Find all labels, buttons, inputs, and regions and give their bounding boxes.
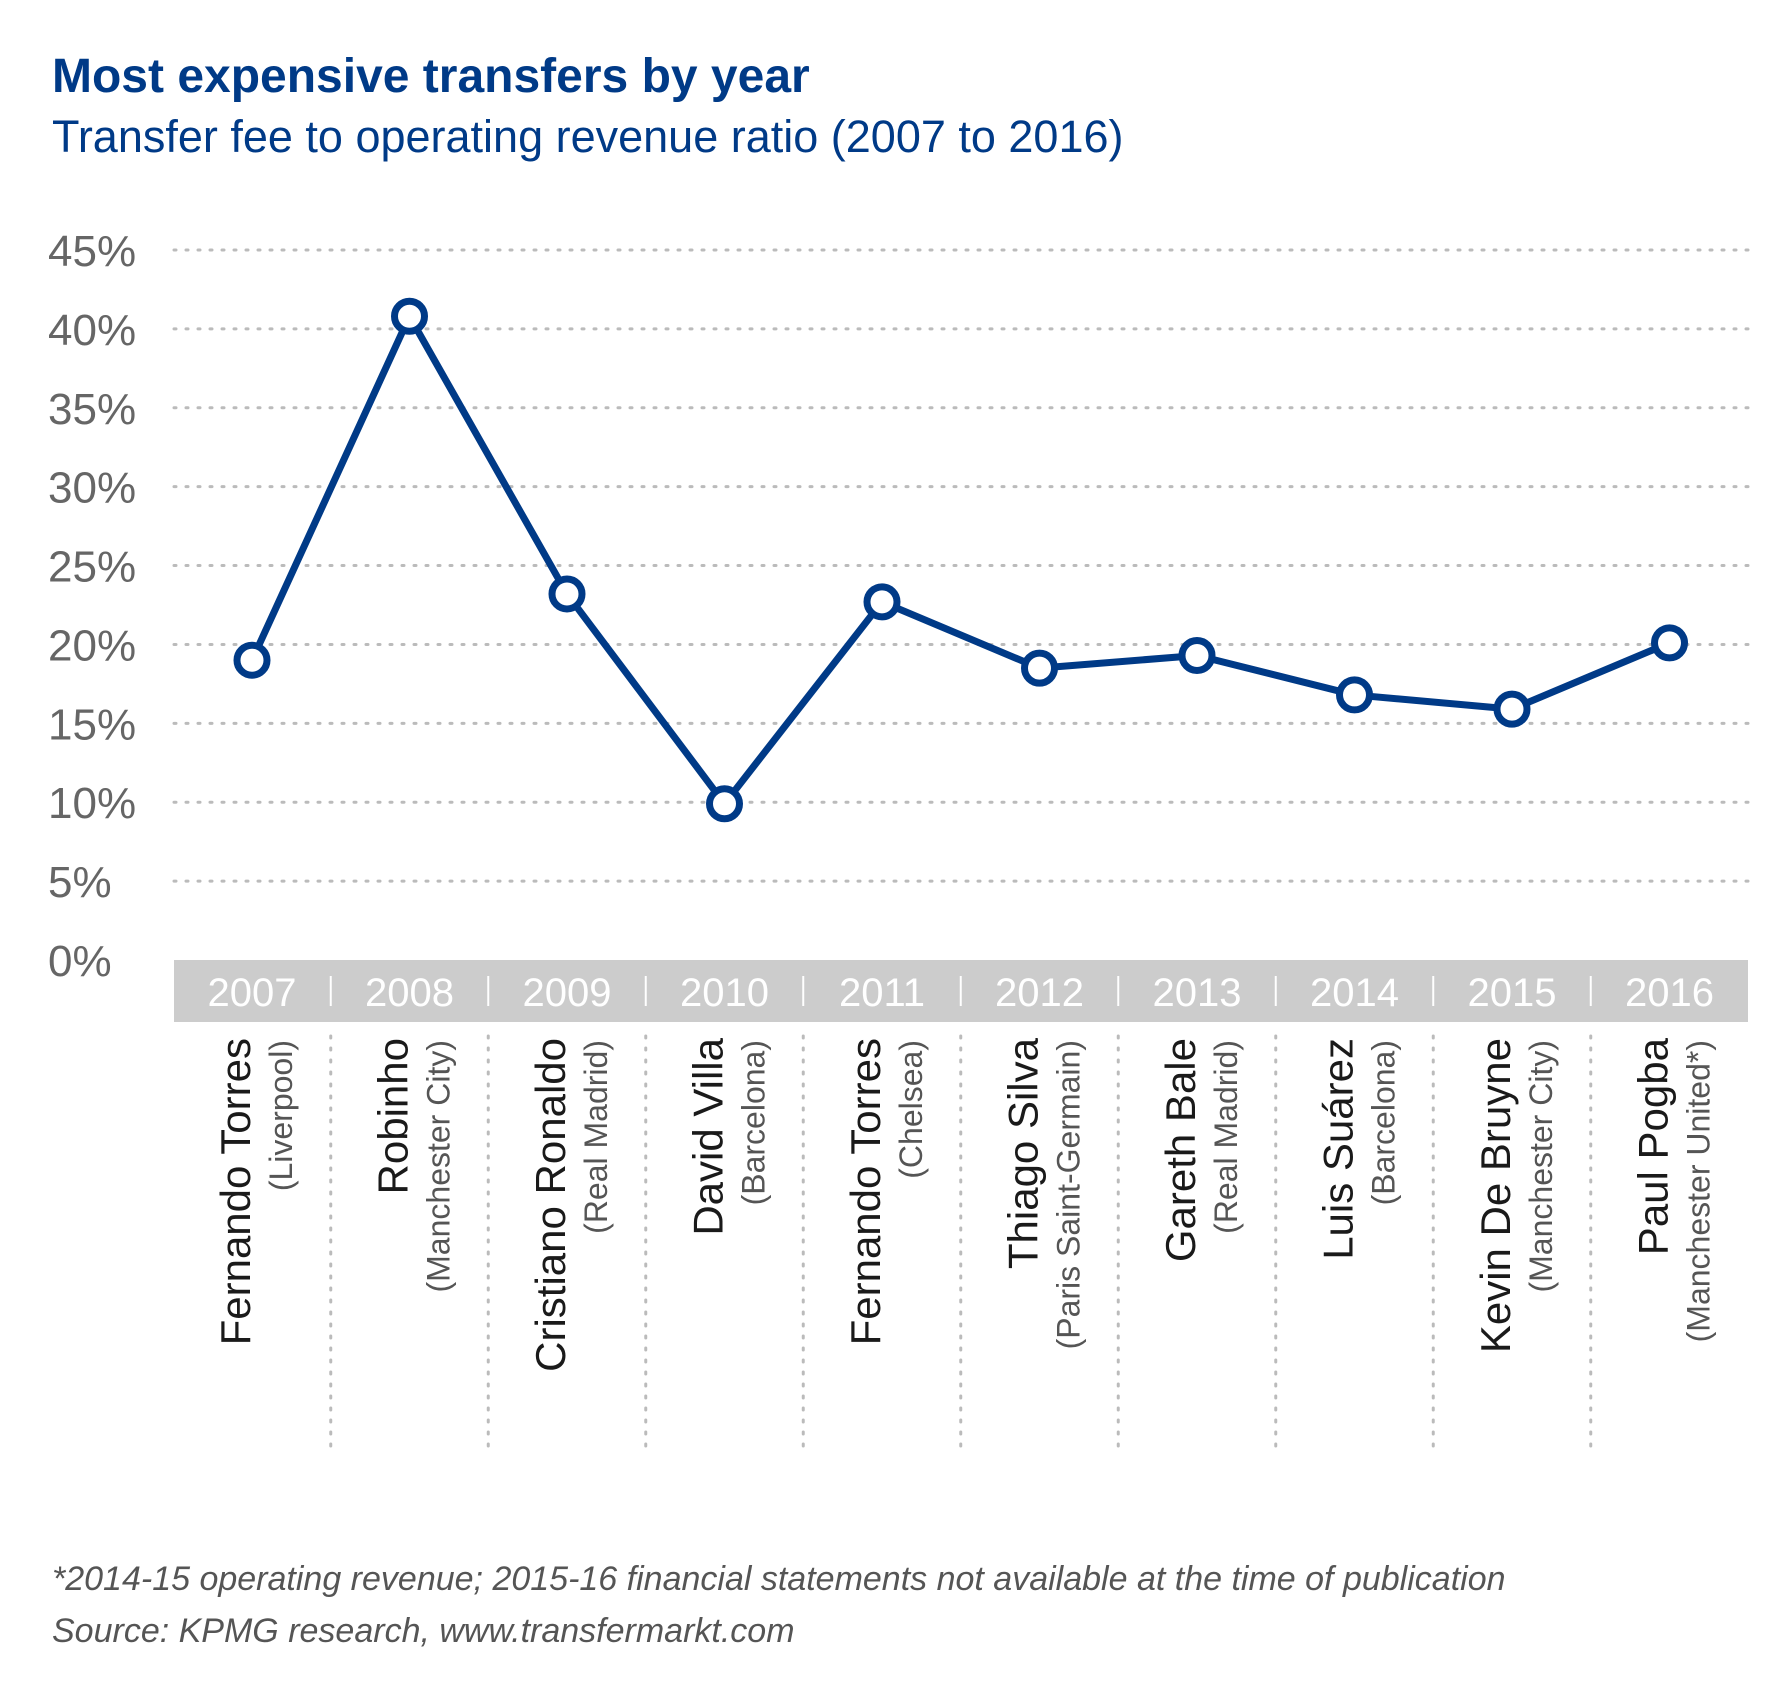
club-name: (Barcelona) — [736, 1040, 772, 1205]
data-point-2010 — [706, 785, 743, 823]
footnote: *2014-15 operating revenue; 2015-16 fina… — [52, 1560, 1506, 1598]
club-name: (Real Madrid) — [1208, 1040, 1244, 1234]
data-point-2014 — [1336, 676, 1373, 714]
y-tick-label: 30% — [48, 464, 136, 513]
player-name: Thiago Silva — [1000, 1037, 1047, 1269]
data-point-2013 — [1178, 636, 1216, 674]
data-point-2009 — [548, 575, 586, 613]
y-tick-label: 35% — [48, 385, 136, 434]
grid-lines — [172, 248, 1750, 883]
club-name: (Barcelona) — [1366, 1040, 1402, 1205]
y-tick-label: 25% — [48, 543, 136, 592]
x-tick-label: 2011 — [839, 971, 925, 1015]
club-name: (Real Madrid) — [578, 1040, 614, 1234]
y-tick-label: 10% — [48, 779, 136, 828]
club-name: (Manchester City) — [1523, 1040, 1559, 1293]
player-name: Robinho — [370, 1038, 417, 1194]
series-line — [233, 297, 1688, 823]
source-note: Source: KPMG research, www.transfermarkt… — [52, 1612, 795, 1650]
x-tick-label: 2016 — [1625, 971, 1714, 1015]
x-tick-label: 2009 — [523, 971, 612, 1015]
club-name: (Liverpool) — [263, 1040, 299, 1191]
player-name: Cristiano Ronaldo — [527, 1038, 574, 1372]
series-polyline — [248, 312, 1671, 808]
data-point-2016 — [1651, 624, 1688, 662]
data-point-2015 — [1493, 690, 1531, 728]
x-tick-label: 2008 — [365, 971, 454, 1015]
y-tick-label: 45% — [48, 227, 136, 276]
club-name: (Chelsea) — [893, 1040, 929, 1179]
data-point-2008 — [391, 297, 428, 335]
player-name: Fernando Torres — [842, 1038, 889, 1345]
data-point-2011 — [863, 583, 901, 621]
player-name: Paul Pogba — [1630, 1037, 1677, 1255]
x-tick-label: 2014 — [1310, 971, 1399, 1015]
chart-subtitle: Transfer fee to operating revenue ratio … — [52, 111, 1124, 162]
y-tick-label: 15% — [48, 700, 136, 749]
x-tick-label: 2015 — [1468, 971, 1557, 1015]
y-tick-label: 20% — [48, 621, 136, 670]
x-tick-label: 2007 — [208, 971, 297, 1015]
player-name: Kevin De Bruyne — [1472, 1038, 1519, 1353]
player-name: Gareth Bale — [1157, 1038, 1204, 1262]
y-tick-label: 5% — [48, 858, 112, 907]
club-name: (Manchester City) — [421, 1040, 457, 1293]
y-tick-label: 40% — [48, 306, 136, 355]
player-name: Fernando Torres — [212, 1038, 259, 1345]
x-tick-label: 2013 — [1153, 971, 1242, 1015]
player-labels: Fernando Torres (Liverpool) Robinho (Manche… — [212, 1037, 1717, 1371]
club-name: (Manchester United*) — [1681, 1040, 1717, 1342]
player-name: David Villa — [685, 1037, 732, 1235]
data-point-2012 — [1021, 649, 1058, 687]
data-point-2007 — [233, 641, 271, 679]
club-name: (Paris Saint-Germain) — [1051, 1040, 1087, 1349]
x-axis-years: 2007 2008 2009 2010 2011 2012 2013 2014 2015 2016 — [208, 971, 1714, 1015]
y-tick-label: 0% — [48, 937, 112, 986]
x-tick-label: 2012 — [995, 971, 1084, 1015]
chart-title: Most expensive transfers by year — [52, 50, 810, 103]
x-tick-label: 2010 — [680, 971, 769, 1015]
y-axis-ticks: 0% 5% 10% 15% 20% 25% 30% 35% 40% 45% — [48, 227, 136, 986]
player-name: Luis Suárez — [1315, 1038, 1362, 1260]
column-separators — [329, 976, 1593, 1457]
